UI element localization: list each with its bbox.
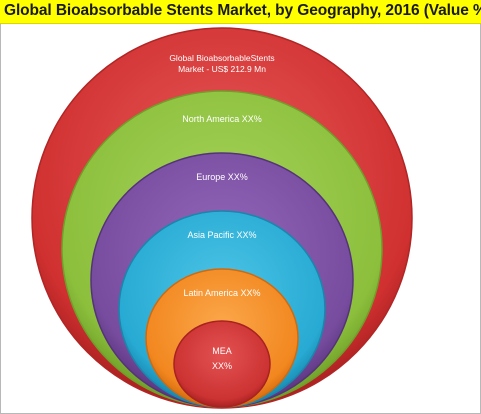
title-bar: Global Bioabsorbable Stents Market, by G… [0,0,481,24]
chart-title: Global Bioabsorbable Stents Market, by G… [4,2,481,19]
ring-mea: MEA XX% [173,320,271,408]
ring-mea-label-line1: MEA [212,346,232,356]
ring-global-label-line2: Market - US$ 212.9 Mn [178,64,266,74]
ring-mea-label-line2: XX% [212,361,232,371]
ring-europe-label: Europe XX% [196,172,248,182]
ring-north-america-label: North America XX% [182,114,262,124]
ring-global-label-line1: Global BioabsorbableStents [169,53,274,63]
ring-asia-pacific-label: Asia Pacific XX% [187,230,256,240]
ring-latin-america-label: Latin America XX% [183,288,260,298]
